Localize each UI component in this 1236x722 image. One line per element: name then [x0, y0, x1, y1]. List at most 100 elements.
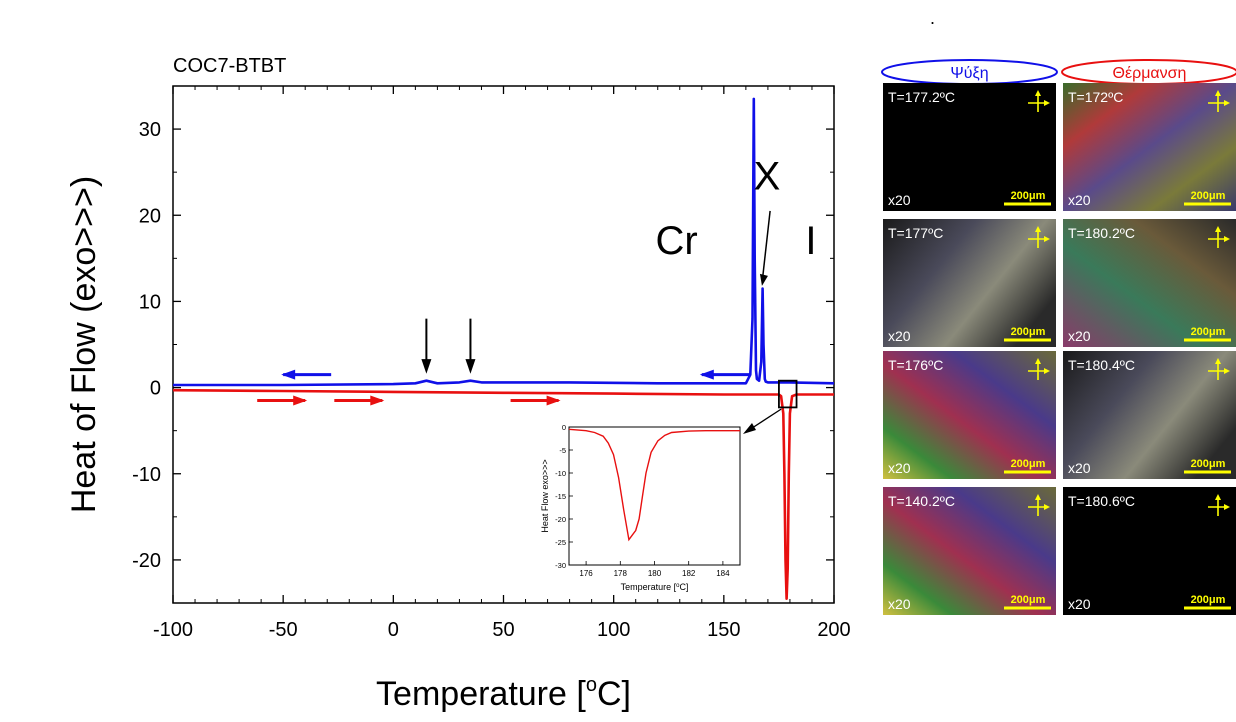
inset-x-tick-label: 182 — [682, 569, 696, 578]
stray-mark: . — [930, 8, 935, 28]
polarizer-arrow-icon — [1044, 368, 1050, 374]
micrograph-scale-label: 200μm — [1191, 594, 1226, 606]
micrograph-magnification: x20 — [1068, 192, 1091, 208]
micrograph-magnification: x20 — [888, 328, 911, 344]
inset-x-axis-label-text: Temperature [ — [621, 582, 677, 592]
cooling-micrograph: T=177.2ºC x20 200μm — [883, 83, 1056, 211]
micrograph-scale-label: 200μm — [1011, 326, 1046, 338]
annotation-cr: Cr — [656, 219, 698, 263]
heating-micrograph: T=180.2ºC x20 200μm — [1063, 219, 1236, 347]
annotation-x: X — [754, 154, 781, 198]
micrograph-scale-label: 200μm — [1191, 190, 1226, 202]
inset-x-tick-label: 178 — [614, 569, 628, 578]
micrograph-magnification: x20 — [888, 596, 911, 612]
y-tick-label: 30 — [139, 119, 161, 141]
cooling-micrograph: T=177ºC x20 200μm — [883, 219, 1056, 347]
micrograph-temperature: T=177ºC — [888, 225, 943, 241]
analyzer-arrow-icon — [1215, 358, 1221, 364]
inset-y-tick-label: -5 — [559, 446, 566, 455]
annotation-x-pointer — [761, 210, 771, 280]
cooling-arrow-head — [281, 369, 296, 380]
cooling-header: Ψύξη — [950, 65, 988, 82]
micrograph-temperature: T=176ºC — [888, 357, 943, 373]
transition-marker-head — [465, 359, 476, 374]
x-axis-label: Temperature [oC] — [376, 674, 631, 713]
analyzer-arrow-icon — [1035, 358, 1041, 364]
zoom-pointer-head — [743, 423, 756, 434]
inset-x-tick-label: 184 — [716, 569, 730, 578]
x-tick-label: -100 — [153, 619, 193, 641]
cooling-micrograph: T=176ºC x20 200μm — [883, 351, 1056, 479]
micrograph-image — [1063, 487, 1236, 615]
heating-micrograph: T=180.4ºC x20 200μm — [1063, 351, 1236, 479]
micrograph-temperature: T=177.2ºC — [888, 89, 955, 105]
zoom-box — [778, 379, 798, 409]
micrograph-temperature: T=180.2ºC — [1068, 225, 1135, 241]
heating-arrow-head — [370, 395, 385, 406]
inset-chart: 176 178 180 182 184 0 -5 -10 -15 -20 -25 -30 Tempera… — [540, 423, 741, 592]
micrograph-magnification: x20 — [1068, 460, 1091, 476]
heating-header: Θέρμανση — [1113, 65, 1187, 82]
inset-frame — [568, 426, 741, 566]
inset-y-tick-label: -25 — [555, 538, 566, 547]
inset-y-tick-label: -10 — [555, 469, 566, 478]
polarizer-arrow-icon — [1044, 100, 1050, 106]
inset-y-axis-label: Heat Flow exo>>> — [540, 459, 550, 532]
y-tick-label: 20 — [139, 205, 161, 227]
analyzer-arrow-icon — [1035, 494, 1041, 500]
heating-arrow-head — [293, 395, 308, 406]
inset-y-tick-label: -20 — [555, 515, 566, 524]
cooling-curve — [173, 97, 835, 387]
polarizer-arrow-icon — [1224, 368, 1230, 374]
micrograph-temperature: T=180.4ºC — [1068, 357, 1135, 373]
inset-x-axis-label-degree: o — [676, 583, 680, 589]
y-axis-label: Heat of Flow (exo>>>) — [65, 176, 103, 513]
micrograph-image — [1063, 83, 1236, 211]
y-tick-label: -10 — [132, 464, 161, 486]
main-chart: -100 -50 0 50 100 150 200-20-100102030COC7-BTB… — [65, 55, 851, 713]
x-tick-label: 200 — [817, 619, 850, 641]
micrograph-image — [1063, 351, 1236, 479]
micrograph-temperature: T=172ºC — [1068, 89, 1123, 105]
analyzer-arrow-icon — [1035, 90, 1041, 96]
analyzer-arrow-icon — [1215, 90, 1221, 96]
micrograph-scale-label: 200μm — [1011, 458, 1046, 470]
inset-heating-curve — [568, 428, 740, 542]
polarizer-arrow-icon — [1224, 100, 1230, 106]
x-tick-label: 50 — [492, 619, 514, 641]
heating-micrograph: T=180.6ºC x20 200μm — [1063, 487, 1236, 615]
inset-y-tick-label: -15 — [555, 492, 566, 501]
heating-micrograph: T=172ºC x20 200μm — [1063, 83, 1236, 211]
micrograph-temperature: T=180.6ºC — [1068, 493, 1135, 509]
annotation-i: I — [805, 219, 816, 263]
micrograph-image — [883, 219, 1056, 347]
micrograph-image — [883, 83, 1056, 211]
annotation-x-pointer-head — [759, 273, 768, 286]
analyzer-arrow-icon — [1215, 494, 1221, 500]
x-tick-label: 150 — [707, 619, 740, 641]
micrograph-image — [1063, 219, 1236, 347]
micrograph-magnification: x20 — [1068, 328, 1091, 344]
y-tick-label: -20 — [132, 550, 161, 572]
inset-y-tick-label: 0 — [562, 423, 566, 432]
inset-x-tick-label: 180 — [648, 569, 662, 578]
x-axis-label-degree: o — [586, 674, 597, 696]
micrograph-magnification: x20 — [1068, 596, 1091, 612]
micrograph-scale-label: 200μm — [1011, 594, 1046, 606]
x-tick-label: 100 — [597, 619, 630, 641]
inset-x-axis-label: Temperature [oC] — [621, 582, 689, 592]
heating-arrow-head — [546, 395, 561, 406]
micrograph-magnification: x20 — [888, 460, 911, 476]
micrograph-scale-label: 200μm — [1191, 458, 1226, 470]
polarizer-arrow-icon — [1044, 504, 1050, 510]
y-tick-label: 0 — [150, 378, 161, 400]
analyzer-arrow-icon — [1215, 226, 1221, 232]
micrograph-magnification: x20 — [888, 192, 911, 208]
analyzer-arrow-icon — [1035, 226, 1041, 232]
chart-title: COC7-BTBT — [173, 55, 286, 77]
x-tick-label: -50 — [269, 619, 298, 641]
x-tick-label: 0 — [388, 619, 399, 641]
micrograph-scale-label: 200μm — [1191, 326, 1226, 338]
